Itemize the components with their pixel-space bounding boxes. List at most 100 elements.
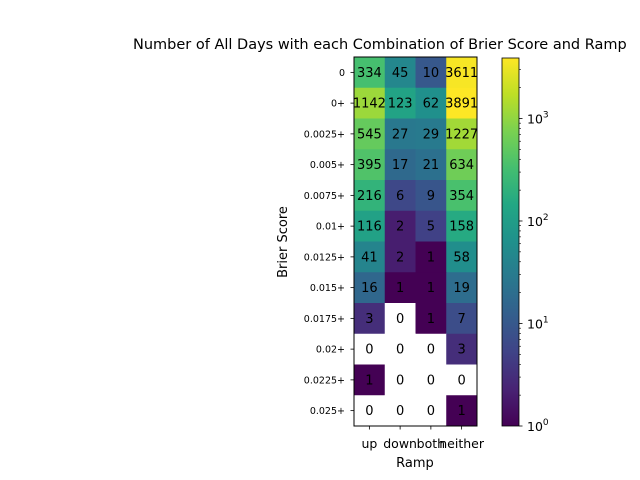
heatmap-cell — [446, 118, 478, 150]
cell-value-label: 0 — [365, 343, 373, 358]
cell-value-label: 21 — [423, 158, 440, 173]
heatmap-cell — [384, 210, 416, 242]
heatmap-cell — [415, 333, 447, 365]
heatmap-cell — [446, 303, 478, 335]
heatmap-cell — [354, 333, 386, 365]
colorbar: 100 101 102 103 — [501, 57, 549, 434]
cell-value-label: 3 — [457, 343, 465, 358]
heatmap-cell — [384, 87, 416, 119]
cell-value-label: 3891 — [445, 97, 478, 112]
heatmap-cell — [354, 180, 386, 212]
heatmap-cell — [354, 395, 386, 427]
colorbar-tick-label: 103 — [527, 110, 549, 126]
cell-value-label: 41 — [361, 250, 378, 265]
plot-frame — [353, 56, 478, 427]
cell-value-label: 9 — [427, 189, 435, 204]
cell-value-label: 3611 — [445, 66, 478, 81]
heatmap-cell — [354, 57, 386, 89]
cell-value-label: 0 — [427, 404, 435, 419]
cell-value-label: 123 — [388, 97, 413, 112]
cell-value-label: 395 — [357, 158, 382, 173]
colorbar-tick-label: 100 — [527, 418, 549, 434]
heatmap-cell — [384, 57, 416, 89]
cell-value-label: 27 — [392, 127, 409, 142]
cell-value-label: 1 — [396, 281, 404, 296]
cell-value-label: 2 — [396, 250, 404, 265]
heatmap-cell — [415, 180, 447, 212]
colorbar-tick-label: 102 — [527, 213, 549, 229]
cell-value-label: 158 — [449, 220, 474, 235]
heatmap-cell — [415, 87, 447, 119]
heatmap-cell — [446, 395, 478, 427]
heatmap-cell — [384, 333, 416, 365]
y-tick-label: 0.005+ — [310, 160, 345, 171]
heatmap-cell — [384, 180, 416, 212]
heatmap-cell — [354, 87, 386, 119]
heatmap-cell — [415, 149, 447, 181]
cell-value-label: 216 — [357, 189, 382, 204]
x-tick-label: neither — [439, 436, 485, 451]
y-tick-label: 0.0225+ — [304, 375, 345, 386]
heatmap-cell — [446, 364, 478, 396]
heatmap-cell — [384, 395, 416, 427]
cell-value-label: 10 — [423, 66, 440, 81]
heatmap-cell — [415, 57, 447, 89]
cell-value-label: 17 — [392, 158, 409, 173]
cell-value-label: 29 — [423, 127, 440, 142]
cell-value-label: 354 — [449, 189, 474, 204]
heatmap-cell — [354, 303, 386, 335]
heatmap-cell — [415, 395, 447, 427]
heatmap-cell — [415, 241, 447, 273]
heatmap-cell — [415, 272, 447, 304]
cell-value-label: 19 — [453, 281, 470, 296]
heatmap-cell — [384, 364, 416, 396]
cell-value-label: 634 — [449, 158, 474, 173]
heatmap-cell — [446, 57, 478, 89]
cell-value-label: 2 — [396, 220, 404, 235]
heatmap-cell — [354, 272, 386, 304]
colorbar-tick-label: 101 — [527, 315, 549, 331]
heatmap-cell — [354, 118, 386, 150]
heatmap-cell — [354, 210, 386, 242]
heatmap-cell — [446, 333, 478, 365]
cell-value-label: 6 — [396, 189, 404, 204]
cell-value-label: 0 — [396, 343, 404, 358]
cell-value-label: 545 — [357, 127, 382, 142]
cell-value-label: 45 — [392, 66, 409, 81]
cell-value-label: 62 — [423, 97, 440, 112]
heatmap-cell — [446, 149, 478, 181]
y-tick-label: 0.025+ — [310, 406, 345, 417]
cell-value-label: 5 — [427, 220, 435, 235]
cell-value-label: 1 — [457, 404, 465, 419]
y-tick-label: 0.0025+ — [304, 129, 345, 140]
cell-value-label: 334 — [357, 66, 382, 81]
cell-value-label: 1227 — [445, 127, 478, 142]
cell-value-label: 1 — [365, 373, 373, 388]
cell-value-label: 58 — [453, 250, 470, 265]
heatmap-cell — [415, 364, 447, 396]
heatmap-cell — [415, 303, 447, 335]
y-axis-label: Brier Score — [276, 206, 291, 278]
cell-value-label: 0 — [457, 373, 465, 388]
y-tick-label: 0.0125+ — [304, 252, 345, 263]
cell-value-label: 116 — [357, 220, 382, 235]
heatmap-cell — [384, 303, 416, 335]
colorbar-gradient — [501, 57, 520, 427]
chart-title: Number of All Days with each Combination… — [133, 37, 627, 53]
heatmap-cell — [384, 272, 416, 304]
x-tick-label: up — [361, 436, 377, 451]
heatmap-cell — [446, 210, 478, 242]
y-tick-label: 0.0075+ — [304, 191, 345, 202]
y-axis-ticks: 0 0+ 0.0025+ 0.005+ 0.0075+ 0.01+ 0.0125+ 0.015… — [304, 68, 354, 417]
cell-value-label: 1 — [427, 312, 435, 327]
heatmap-cell — [446, 180, 478, 212]
y-tick-label: 0.015+ — [310, 283, 345, 294]
cell-value-label: 0 — [427, 373, 435, 388]
cell-value-label: 3 — [365, 312, 373, 327]
cell-value-label: 0 — [396, 373, 404, 388]
heatmap-cell — [384, 241, 416, 273]
cell-value-label: 0 — [365, 404, 373, 419]
